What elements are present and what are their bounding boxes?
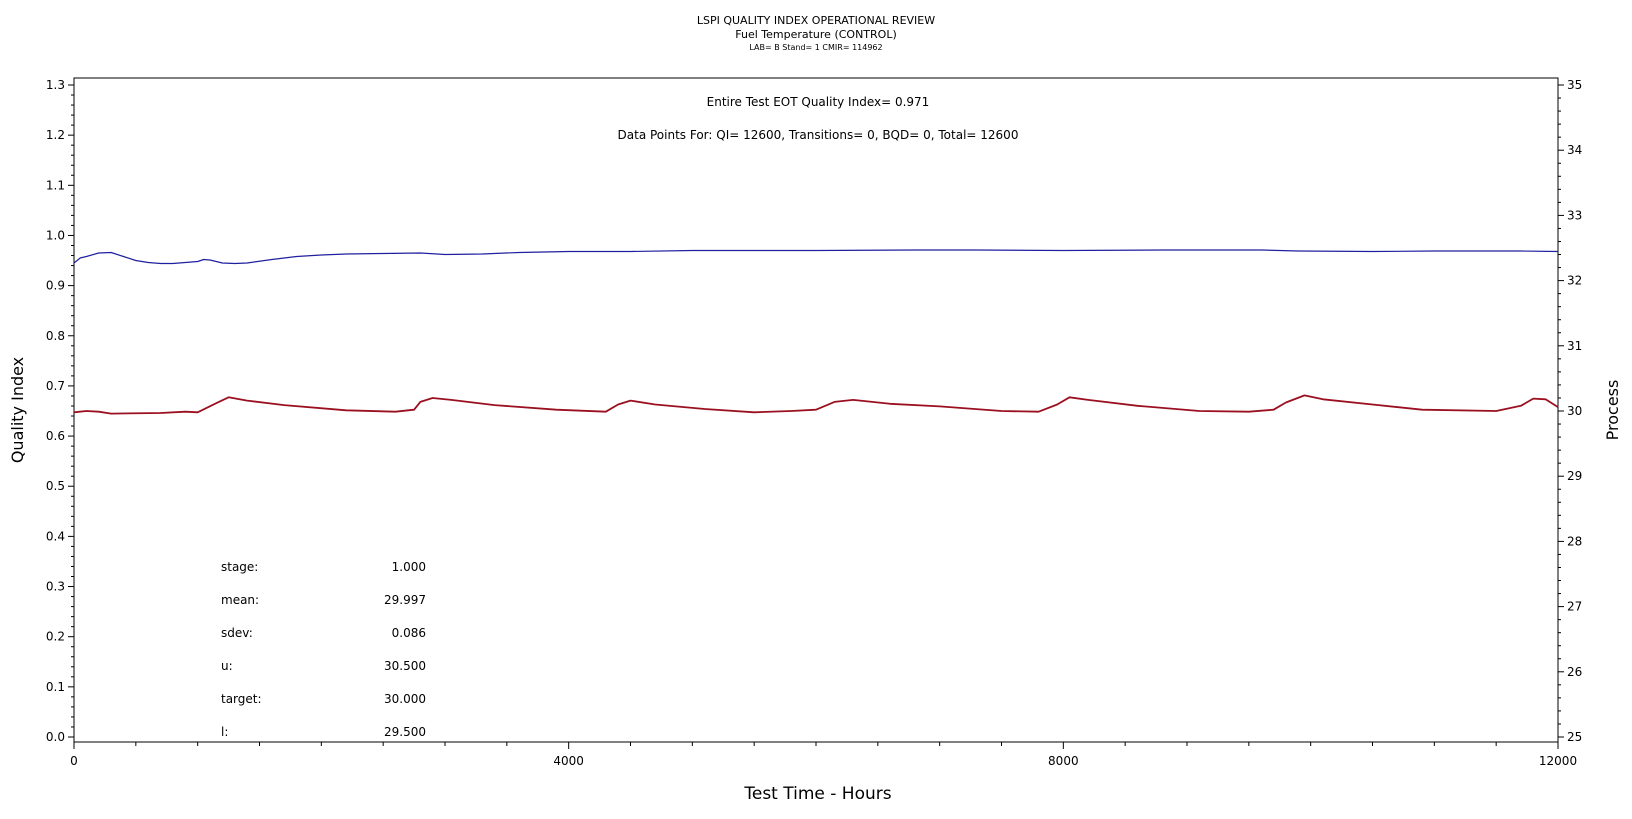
y2-tick-label: 27: [1567, 600, 1582, 614]
y-tick-label: 1.3: [46, 78, 65, 92]
y-tick-label: 1.0: [46, 228, 65, 242]
y2-tick-label: 31: [1567, 339, 1582, 353]
y2-tick-label: 34: [1567, 143, 1582, 157]
y2-tick-label: 35: [1567, 78, 1582, 92]
chart-subtitle: Fuel Temperature (CONTROL): [735, 28, 897, 41]
chart-meta-line: LAB= B Stand= 1 CMIR= 114962: [749, 43, 883, 52]
x-tick-label: 0: [70, 754, 78, 768]
stat-label: u:: [221, 659, 233, 673]
y-tick-label: 0.3: [46, 580, 65, 594]
stat-value: 29.500: [384, 725, 426, 739]
y-tick-label: 1.1: [46, 178, 65, 192]
y2-tick-label: 26: [1567, 665, 1582, 679]
y2-tick-label: 25: [1567, 730, 1582, 744]
y-tick-label: 0.5: [46, 479, 65, 493]
y2-tick-label: 30: [1567, 404, 1582, 418]
y2-tick-label: 32: [1567, 274, 1582, 288]
stat-value: 1.000: [392, 560, 426, 574]
y-axis-label: Quality Index: [8, 357, 27, 463]
stat-label: stage:: [221, 560, 258, 574]
y-tick-label: 1.2: [46, 128, 65, 142]
y-tick-label: 0.4: [46, 529, 65, 543]
axis-ticks: 0.0 0.1 0.2 0.3 0.4 0.5 0.6 0.7 0.8 0.9 1.0 1.1 1.2 1…: [46, 78, 1582, 768]
x-tick-label: 12000: [1539, 754, 1577, 768]
stat-value: 30.500: [384, 659, 426, 673]
series-quality-index-line: [73, 249, 1559, 265]
y-tick-label: 0.1: [46, 680, 65, 694]
y-tick-label: 0.8: [46, 329, 65, 343]
y-tick-label: 0.9: [46, 279, 65, 293]
y-tick-label: 0.2: [46, 630, 65, 644]
chart-title: LSPI QUALITY INDEX OPERATIONAL REVIEW: [696, 14, 936, 27]
stat-label: l:: [221, 725, 228, 739]
x-tick-label: 8000: [1048, 754, 1079, 768]
stat-label: sdev:: [221, 626, 253, 640]
y-tick-label: 0.7: [46, 379, 65, 393]
stat-value: 30.000: [384, 692, 426, 706]
y-tick-label: 0.0: [46, 730, 65, 744]
series-layer: [73, 249, 1559, 415]
annotation-data-points: Data Points For: QI= 12600, Transitions=…: [618, 128, 1019, 142]
y2-tick-label: 33: [1567, 208, 1582, 222]
stat-value: 29.997: [384, 593, 426, 607]
stat-label: mean:: [221, 593, 259, 607]
series-process-line: [73, 394, 1559, 415]
y2-axis-label: Process: [1603, 380, 1622, 441]
x-tick-label: 4000: [553, 754, 584, 768]
stats-block: stage: 1.000 mean: 29.997 sdev: 0.086 u: 30.500…: [221, 560, 426, 739]
annotation-eot-quality-index: Entire Test EOT Quality Index= 0.971: [707, 95, 930, 109]
x-axis-label: Test Time - Hours: [743, 784, 891, 804]
y2-tick-label: 29: [1567, 469, 1582, 483]
y-tick-label: 0.6: [46, 429, 65, 443]
stat-label: target:: [221, 692, 262, 706]
stat-value: 0.086: [392, 626, 426, 640]
y2-tick-label: 28: [1567, 534, 1582, 548]
